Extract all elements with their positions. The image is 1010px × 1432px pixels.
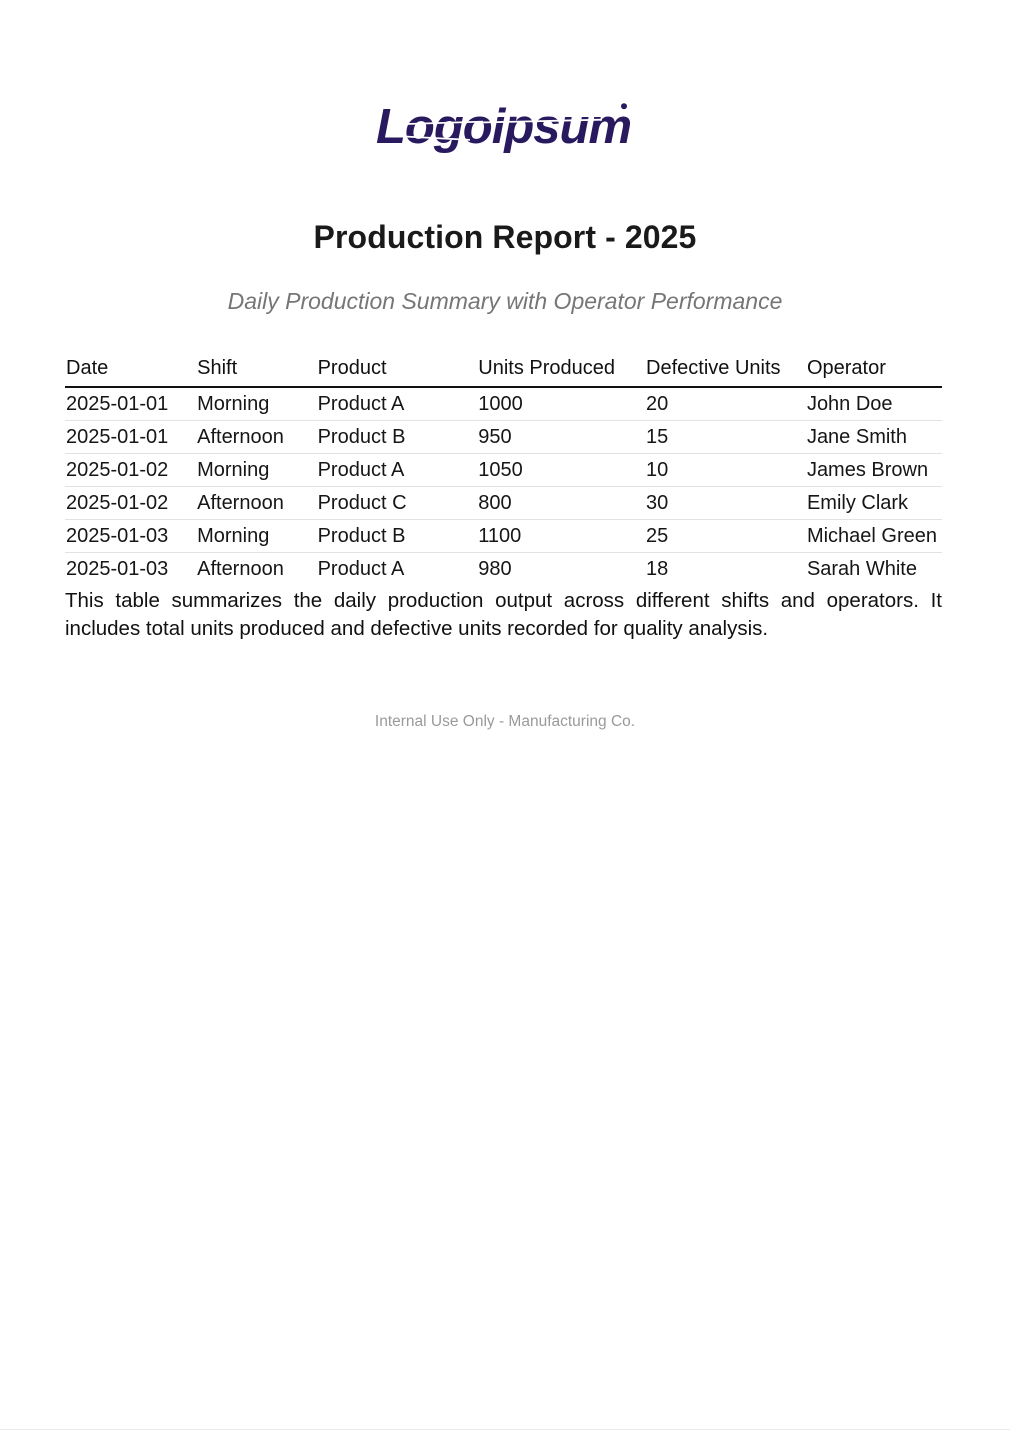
svg-text:Logoipsum: Logoipsum — [376, 100, 631, 154]
